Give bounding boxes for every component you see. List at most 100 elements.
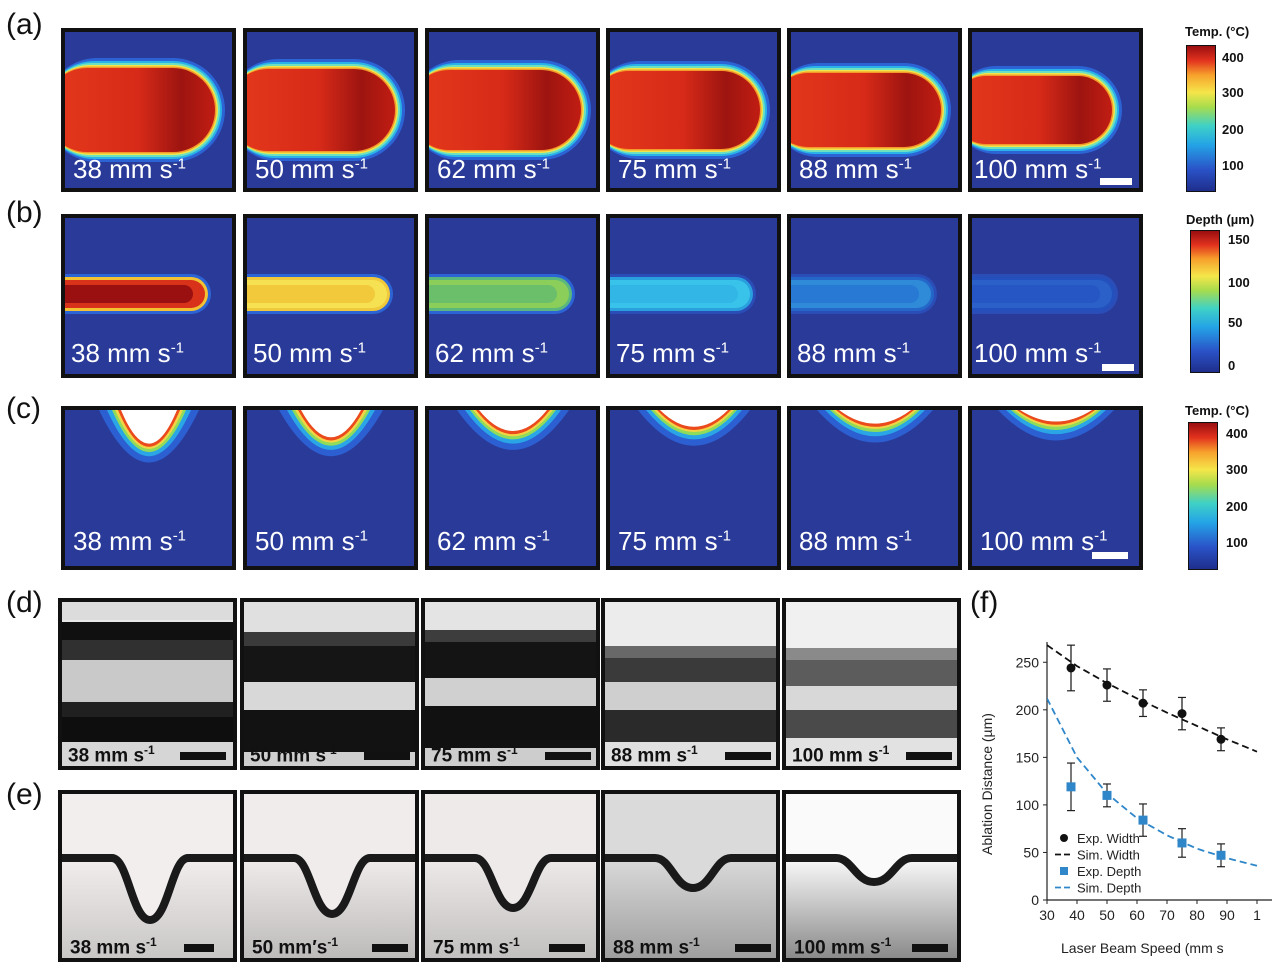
speed-label-exponent: -1 <box>898 527 913 545</box>
colorbar-tick: 0 <box>1228 358 1236 373</box>
speed-label-exponent: -1 <box>536 527 551 545</box>
series-line <box>1047 697 1258 867</box>
x-tick-label: 90 <box>1219 907 1235 923</box>
top-view-micrograph <box>62 602 233 766</box>
scale-bar <box>912 944 948 952</box>
cross-section-map-panel: 38 mm s-1 <box>61 406 236 570</box>
colorbar-gradient <box>1186 45 1216 192</box>
speed-label-exponent: -1 <box>326 743 337 757</box>
legend-label: Exp. Width <box>1077 831 1140 846</box>
speed-label-text: 75 mm s <box>616 338 716 368</box>
cross-section-map <box>65 410 232 566</box>
speed-label-exponent: -1 <box>170 339 185 357</box>
speed-label: 100 mm s-1 <box>974 340 1102 366</box>
speed-label-text: 62 mm s <box>437 154 537 184</box>
speed-label-exponent: -1 <box>1088 155 1102 173</box>
scale-bar <box>180 752 226 760</box>
speed-label: 88 mm s-1 <box>613 936 700 957</box>
speed-label: 88 mm s-1 <box>611 744 698 765</box>
cross-section-micrograph-panel: 88 mm s-1 <box>601 790 780 962</box>
speed-label: 75 mm s-1 <box>618 156 731 182</box>
cross-section-micrograph <box>425 794 596 958</box>
speed-label-text: 88 mm s <box>611 745 688 767</box>
colorbar-title: Temp. (°C) <box>1185 24 1250 39</box>
speed-label-exponent: -1 <box>352 339 367 357</box>
legend-marker <box>1060 867 1068 875</box>
panel-label-a: (a) <box>6 8 43 41</box>
scale-bar <box>184 944 214 952</box>
data-point <box>1216 850 1226 860</box>
depth-map <box>791 218 958 374</box>
speed-label-text: 50 mm s <box>255 526 355 556</box>
cross-section-map-panel: 75 mm s-1 <box>606 406 781 570</box>
temperature-map <box>610 32 777 188</box>
cross-section-micrograph <box>62 794 233 958</box>
speed-label-text: 100 mm s <box>980 526 1095 556</box>
cross-section-micrograph <box>605 794 776 958</box>
speed-label-text: 50 mm s <box>253 338 353 368</box>
y-tick-label: 0 <box>1031 892 1039 908</box>
speed-label-text: 100 mm s <box>974 154 1089 184</box>
speed-label-exponent: -1 <box>1088 339 1102 357</box>
cross-section-map <box>429 410 596 566</box>
series-sim-depth <box>1047 697 1258 867</box>
temperature-map <box>65 32 232 188</box>
x-tick-label: 30 <box>1039 907 1055 923</box>
temperature-map <box>972 32 1139 188</box>
depth-map <box>429 218 596 374</box>
depth-map-panel: 75 mm s-1 <box>606 214 781 378</box>
temperature-map-panel: 100 mm s-1 <box>968 28 1143 192</box>
speed-label: 88 mm s-1 <box>799 156 912 182</box>
speed-label-text: 62 mm s <box>435 338 535 368</box>
panel-label-c: (c) <box>6 392 41 425</box>
speed-label-exponent: -1 <box>172 527 187 545</box>
cross-section-map-panel: 62 mm s-1 <box>425 406 600 570</box>
depth-map <box>972 218 1139 374</box>
x-tick-label: 50 <box>1099 907 1115 923</box>
speed-label-text: 75 mm s <box>618 154 718 184</box>
speed-label: 75 mm s-1 <box>431 744 518 765</box>
depth-map-panel: 88 mm s-1 <box>787 214 962 378</box>
speed-label: 88 mm s-1 <box>797 340 910 366</box>
top-view-micrograph-panel: 100 mm s-1 <box>782 598 961 770</box>
y-tick-label: 200 <box>1016 702 1040 718</box>
speed-label-exponent: -1 <box>717 155 732 173</box>
data-point <box>1216 734 1226 744</box>
speed-label: 62 mm s-1 <box>437 528 550 554</box>
panel-label-f: (f) <box>970 586 999 619</box>
speed-label: 38 mm s-1 <box>73 156 186 182</box>
speed-label: 38 mm s-1 <box>68 744 155 765</box>
temperature-map-panel: 75 mm s-1 <box>606 28 781 192</box>
speed-label-text: 38 mm s <box>71 338 171 368</box>
speed-label: 50 mm s-1 <box>255 156 368 182</box>
speed-label: 88 mm s-1 <box>799 528 912 554</box>
y-tick-label: 100 <box>1016 797 1040 813</box>
cross-section-micrograph <box>244 794 415 958</box>
speed-label-exponent: -1 <box>144 743 155 757</box>
speed-label: 75 mm s-1 <box>616 340 729 366</box>
legend-label: Sim. Width <box>1077 848 1140 863</box>
speed-label-text: 62 mm s <box>437 526 537 556</box>
temperature-map <box>247 32 414 188</box>
series-sim-width <box>1047 644 1258 753</box>
top-view-micrograph-panel: 50 mm s-1 <box>240 598 419 770</box>
speed-label-text: 38 mm s <box>73 526 173 556</box>
cross-section-micrograph-panel: 50 mm′s-1 <box>240 790 419 962</box>
scale-bar <box>735 944 771 952</box>
speed-label: 50 mm s-1 <box>250 744 337 765</box>
colorbar-tick: 50 <box>1228 315 1243 330</box>
y-tick-label: 250 <box>1016 654 1040 670</box>
speed-label-text: 88 mm s <box>799 526 899 556</box>
speed-label: 50 mm s-1 <box>255 528 368 554</box>
depth-map <box>65 218 232 374</box>
speed-label: 38 mm s-1 <box>73 528 186 554</box>
data-point <box>1102 790 1112 800</box>
speed-label-exponent: -1 <box>534 339 549 357</box>
scale-bar <box>1102 364 1134 371</box>
scale-bar <box>725 752 771 760</box>
speed-label-exponent: -1 <box>717 527 732 545</box>
speed-label-text: 75 mm s <box>618 526 718 556</box>
temperature-map-panel: 38 mm s-1 <box>61 28 236 192</box>
colorbar-title: Depth (µm) <box>1186 212 1255 227</box>
